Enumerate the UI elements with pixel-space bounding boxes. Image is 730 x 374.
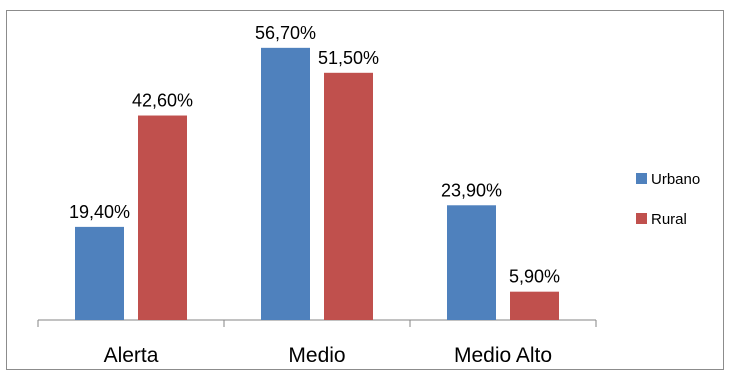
legend: Urbano Rural [636,171,700,228]
bar-rural-alerta [138,115,187,321]
bar-rural-medio [324,72,373,320]
x-tick-label: Alerta [104,344,159,367]
legend-label-rural: Rural [651,211,687,228]
data-label: 23,90% [441,180,502,200]
bar-urbano-alerta [75,226,124,320]
data-label: 56,70% [255,23,316,43]
bars-group [75,47,559,321]
data-label: 51,50% [318,48,379,68]
data-label: 19,40% [69,202,130,222]
bar-urbano-medio-alto [447,205,496,320]
bar-urbano-medio [261,47,310,321]
x-tick-label: Medio [288,344,345,367]
data-label: 5,90% [509,267,560,287]
legend-swatch-rural [636,213,647,224]
x-tick-label: Medio Alto [454,344,552,367]
legend-label-urbano: Urbano [651,171,700,188]
data-labels-group: 19,40% 56,70% 23,90% 42,60% 51,50% 5,90% [69,23,560,287]
bar-rural-medio-alto [510,291,559,320]
data-label: 42,60% [132,91,193,111]
legend-swatch-urbano [636,173,647,184]
